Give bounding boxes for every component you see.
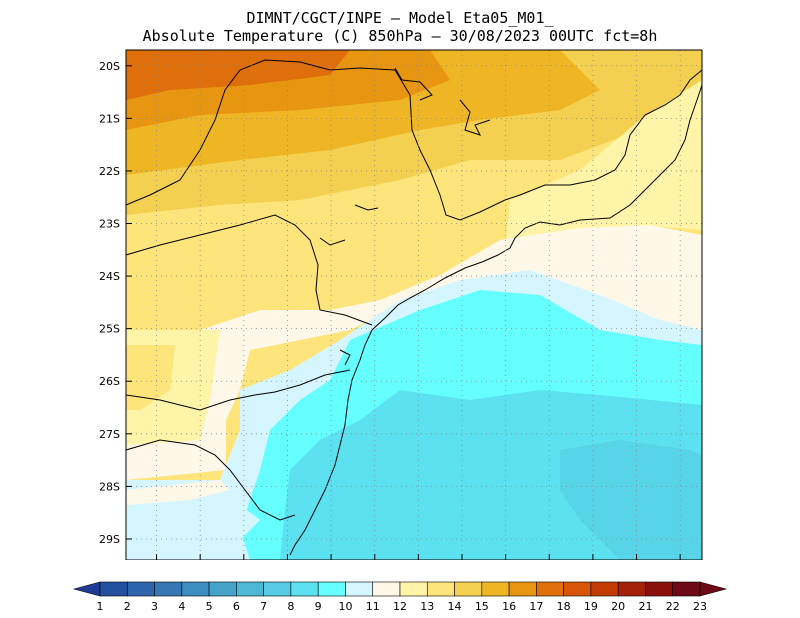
lake-3	[319, 237, 346, 246]
colorbar-box	[372, 581, 401, 597]
colorbar-box	[399, 581, 428, 597]
lat-label: 24S	[99, 270, 120, 283]
title-line-2: Absolute Temperature (C) 850hPa — 30/08/…	[142, 27, 658, 45]
colorbar-label: 8	[287, 600, 294, 613]
colorbar-box	[426, 581, 455, 597]
colorbar-label: 9	[315, 600, 322, 613]
colorbar-arrow-left	[72, 581, 101, 597]
lake-1	[394, 67, 433, 101]
colorbar-box	[154, 581, 183, 597]
colorbar-label: 10	[338, 600, 352, 613]
colorbar-box	[590, 581, 619, 597]
colorbar-box	[181, 581, 210, 597]
colorbar-label: 23	[693, 600, 707, 613]
state-border-sc	[126, 369, 351, 411]
band-17	[126, 50, 350, 100]
temperature-map: 20S 21S 22S 23S 24S 25S 26S 27S 28S 29S 53W52W51W…	[99, 49, 703, 560]
band-11-south	[126, 480, 230, 505]
colorbar-box	[290, 581, 319, 597]
coastline-north	[371, 84, 702, 331]
lat-label: 28S	[99, 480, 120, 493]
state-border-north	[126, 59, 702, 221]
colorbar-box	[126, 581, 155, 597]
colorbar-label: 16	[502, 600, 516, 613]
colorbar-label: 18	[557, 600, 571, 613]
state-border-pr	[126, 214, 373, 326]
colorbar-label: 12	[393, 600, 407, 613]
lat-label: 27S	[99, 428, 120, 441]
title-line-1: DIMNT/CGCT/INPE — Model Eta05_M01_	[246, 9, 554, 27]
colorbar-box	[263, 581, 292, 597]
colorbar-label: 15	[475, 600, 489, 613]
colorbar-box	[236, 581, 264, 597]
lat-label: 21S	[99, 112, 120, 125]
colorbar-boxes	[72, 581, 728, 597]
lake-2	[459, 99, 491, 136]
colorbar-box	[508, 581, 537, 597]
lat-label: 29S	[99, 533, 120, 546]
colorbar-box	[672, 581, 701, 597]
colorbar-label: 2	[124, 600, 131, 613]
colorbar-label: 7	[260, 600, 267, 613]
colorbar-box	[481, 581, 510, 597]
coastline-and-borders	[126, 59, 702, 556]
colorbar-label: 21	[638, 600, 652, 613]
colorbar-label: 19	[584, 600, 598, 613]
colorbar-box	[536, 581, 564, 597]
map-frame	[125, 49, 703, 560]
colorbar-box	[454, 581, 483, 597]
colorbar-label: 14	[448, 600, 462, 613]
colorbar-box	[317, 581, 346, 597]
colorbar-box	[645, 581, 674, 597]
border-south	[126, 439, 296, 521]
lat-label: 23S	[99, 218, 120, 231]
colorbar-label: 20	[611, 600, 625, 613]
lat-lon-grid	[126, 50, 702, 560]
colorbar-label: 11	[366, 600, 380, 613]
lake-4	[354, 204, 379, 211]
colorbar-labels: 1 2 3 4 5 6 7 8 9 10 11 12 13 14 15 16 17 18 19 20 21 22 23	[97, 600, 708, 613]
colorbar-label: 17	[529, 600, 543, 613]
colorbar-label: 6	[233, 600, 240, 613]
colorbar-box	[617, 581, 646, 597]
lat-label: 26S	[99, 375, 120, 388]
lat-label: 25S	[99, 323, 120, 336]
colorbar-arrow-right	[699, 581, 728, 597]
coastline-south	[289, 329, 373, 556]
band-7-patch	[560, 440, 702, 560]
colorbar-label: 4	[178, 600, 185, 613]
bay-1	[339, 349, 351, 366]
colorbar-box	[345, 581, 374, 597]
lat-axis: 20S 21S 22S 23S 24S 25S 26S 27S 28S 29S	[99, 60, 132, 546]
lon-axis: 53W52W51W50W49W48W47W46W45W44W43W42W41W	[156, 554, 681, 560]
band-13-west	[126, 345, 175, 410]
colorbar-box	[99, 581, 128, 597]
band-12-east	[505, 80, 702, 250]
lat-label: 20S	[99, 60, 120, 73]
colorbar-label: 5	[206, 600, 213, 613]
band-10-south	[126, 495, 260, 552]
lat-label: 22S	[99, 165, 120, 178]
colorbar-box	[563, 581, 592, 597]
colorbar-box	[208, 581, 237, 597]
colorbar-label: 3	[151, 600, 158, 613]
colorbar-label: 1	[97, 600, 104, 613]
colorbar-label: 22	[666, 600, 680, 613]
colorbar-label: 13	[420, 600, 434, 613]
